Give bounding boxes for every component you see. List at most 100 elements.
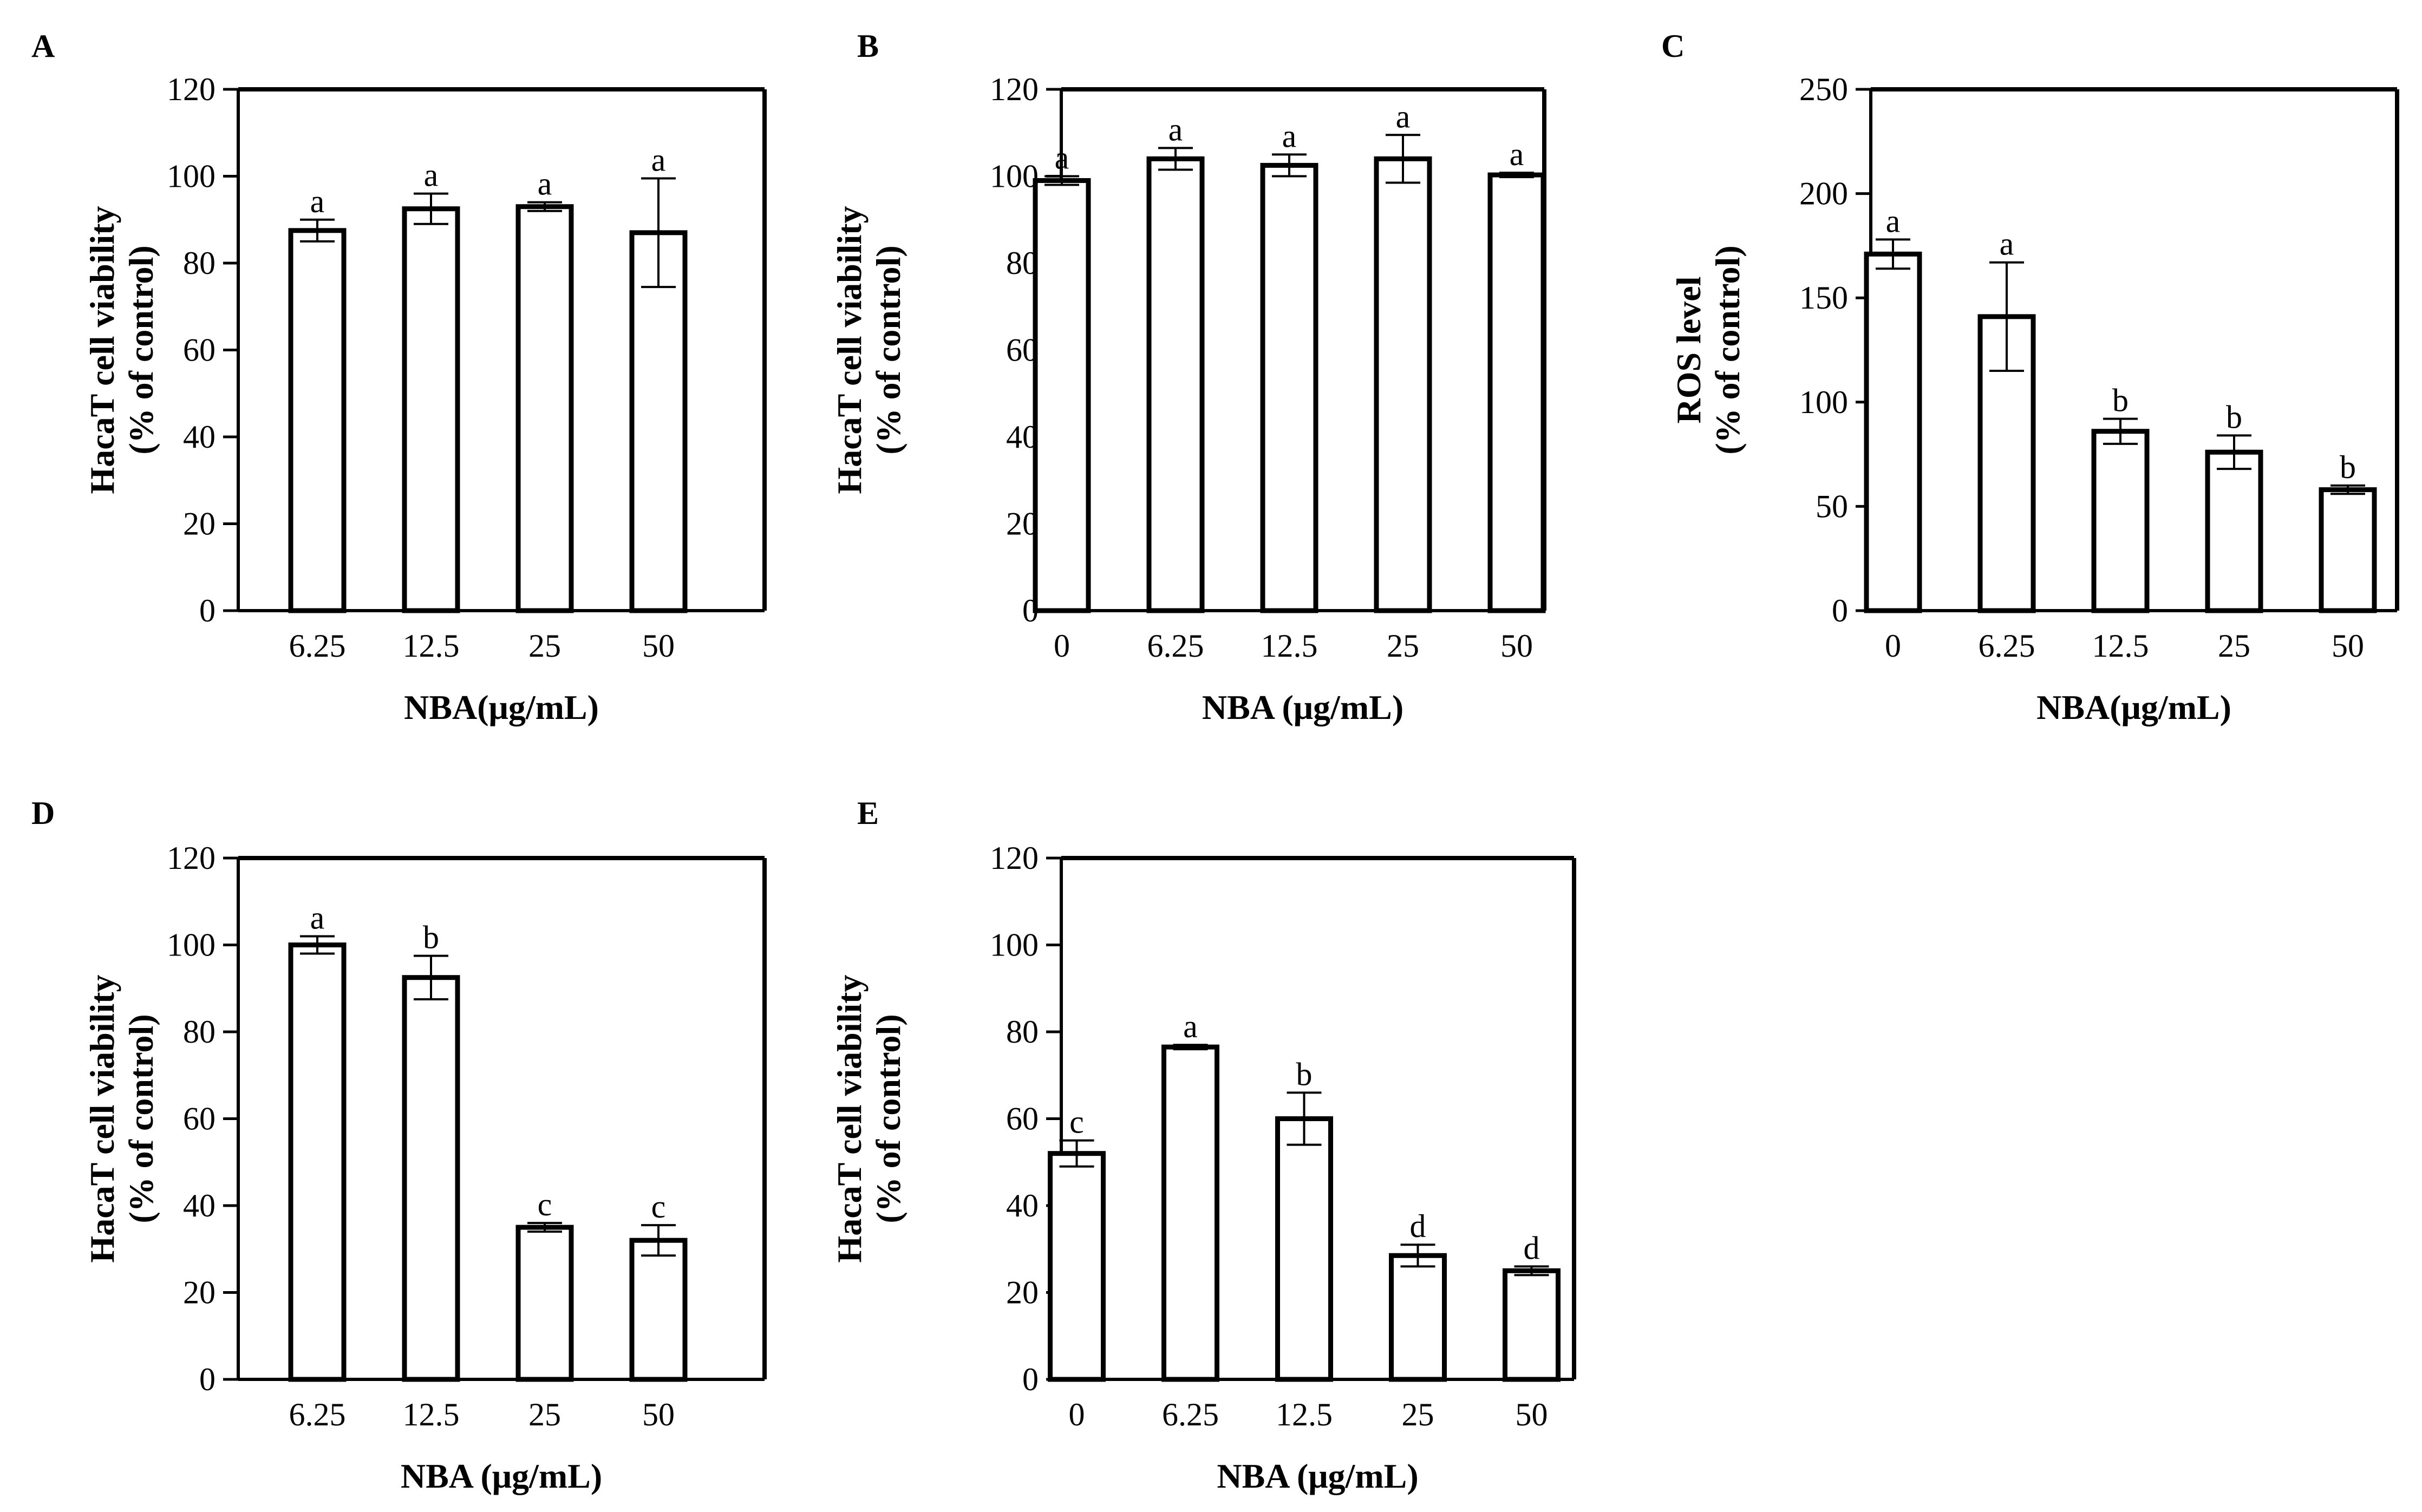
significance-label: a (651, 142, 666, 178)
y-tick-label: 150 (1799, 280, 1848, 316)
panel-c: C 0 50 100 150 200 250 a 0 a 6.25 b 12.5 b 25 b 50 NBA(μg… (1661, 28, 2399, 726)
y-tick-label: 100 (167, 927, 216, 963)
y-axis-label-line: ROS level (1669, 277, 1708, 424)
y-axis-label: ROS level(% of control) (1669, 245, 1747, 454)
bar-e-3 (1389, 1253, 1447, 1382)
y-tick-label: 60 (183, 332, 216, 368)
bar-c-2 (2091, 429, 2150, 613)
bar-c-3 (2205, 449, 2263, 613)
panel-label-b: B (857, 28, 879, 64)
panel-label-a: A (31, 28, 55, 64)
x-tick-label: 0 (1054, 628, 1070, 664)
bar-b-0 (1033, 178, 1091, 613)
bar-e-0 (1048, 1151, 1106, 1382)
y-axis-label-line: (% of control) (869, 245, 908, 454)
x-axis-label: NBA (μg/mL) (1202, 688, 1403, 726)
x-tick-label: 0 (1069, 1397, 1085, 1432)
bar-c-0 (1864, 251, 1922, 613)
bar-e-1 (1161, 1044, 1219, 1382)
x-tick-label: 50 (1516, 1397, 1548, 1432)
y-tick-label: 120 (990, 840, 1039, 876)
x-tick-label: 50 (642, 1397, 675, 1432)
y-tick-label: 20 (183, 506, 216, 542)
x-tick-label: 50 (642, 628, 675, 664)
y-axis-label: HacaT cell viability(% of control) (830, 974, 908, 1262)
bar-a-2 (515, 204, 574, 613)
significance-label: c (538, 1187, 552, 1222)
significance-label: a (2000, 226, 2014, 262)
y-tick-label: 250 (1799, 71, 1848, 107)
x-tick-label: 6.25 (1162, 1397, 1219, 1432)
significance-label: a (1183, 1009, 1198, 1044)
y-tick-label: 60 (183, 1101, 216, 1137)
y-tick-label: 120 (167, 840, 216, 876)
y-tick-label: 20 (1006, 1275, 1039, 1311)
y-tick-label: 100 (1799, 384, 1848, 420)
x-tick-label: 50 (1500, 628, 1533, 664)
x-tick-label: 6.25 (1147, 628, 1204, 664)
x-axis-label: NBA(μg/mL) (2036, 688, 2231, 726)
y-tick-label: 40 (1006, 1188, 1039, 1223)
significance-label: a (538, 166, 552, 202)
y-tick-label: 40 (183, 419, 216, 455)
bar-a-1 (402, 206, 460, 613)
y-axis-label-line: HacaT cell viability (830, 206, 869, 494)
y-tick-label: 120 (167, 71, 216, 107)
bar-e-4 (1503, 1268, 1561, 1382)
y-axis-label: HacaT cell viability(% of control) (83, 974, 160, 1262)
y-tick-label: 60 (1006, 1101, 1039, 1137)
significance-label: b (2112, 383, 2129, 418)
y-tick-label: 0 (1022, 1362, 1039, 1397)
panel-d: D 0 20 40 60 80 100 120 a 6.25 b 12.5 c 25 c 50 NBA (μg/… (31, 795, 767, 1495)
bar-d-1 (402, 975, 460, 1382)
x-tick-label: 25 (1402, 1397, 1434, 1432)
significance-label: d (1524, 1230, 1540, 1266)
y-tick-label: 100 (167, 159, 216, 194)
bar-a-0 (288, 228, 347, 613)
significance-label: a (424, 158, 439, 193)
y-tick-label: 80 (1006, 1014, 1039, 1050)
x-tick-label: 6.25 (289, 628, 346, 664)
x-tick-label: 12.5 (403, 628, 460, 664)
y-tick-label: 80 (183, 1014, 216, 1050)
bar-d-3 (629, 1238, 688, 1382)
y-axis-label-line: HacaT cell viability (83, 206, 121, 494)
y-tick-label: 200 (1799, 176, 1848, 212)
y-tick-label: 0 (1832, 593, 1848, 629)
y-tick-label: 0 (199, 593, 216, 629)
significance-label: b (423, 920, 439, 955)
y-axis-label-line: (% of control) (1708, 245, 1747, 454)
y-axis-label: HacaT cell viability(% of control) (83, 206, 160, 494)
significance-label: b (2340, 449, 2356, 485)
significance-label: c (651, 1189, 666, 1225)
x-tick-label: 0 (1885, 628, 1901, 664)
bar-a-3 (629, 230, 688, 613)
y-axis-label-line: HacaT cell viability (83, 974, 121, 1262)
y-axis-label-line: (% of control) (122, 1014, 160, 1223)
significance-label: a (1168, 112, 1183, 147)
y-tick-label: 120 (990, 71, 1039, 107)
significance-label: b (2226, 399, 2242, 435)
y-axis-label-line: (% of control) (869, 1014, 908, 1223)
significance-label: c (1069, 1104, 1084, 1140)
bar-c-4 (2319, 487, 2377, 613)
panel-a: A 0 20 40 60 80 100 120 a 6.25 a 12.5 a 25 a 50 NBA(μg/m… (31, 28, 767, 726)
bar-d-0 (288, 942, 347, 1382)
significance-label: a (310, 900, 325, 935)
x-axis-label: NBA (μg/mL) (401, 1457, 602, 1495)
x-axis-label: NBA(μg/mL) (404, 688, 599, 726)
x-tick-label: 6.25 (289, 1397, 346, 1432)
y-tick-label: 80 (183, 245, 216, 281)
panel-label-d: D (31, 795, 55, 831)
x-tick-label: 25 (528, 1397, 561, 1432)
y-tick-label: 40 (183, 1188, 216, 1223)
y-tick-label: 100 (990, 159, 1039, 194)
y-tick-label: 50 (1816, 488, 1848, 524)
x-tick-label: 12.5 (1276, 1397, 1333, 1432)
y-tick-label: 0 (199, 1362, 216, 1397)
x-axis-label: NBA (μg/mL) (1217, 1457, 1418, 1495)
x-tick-label: 12.5 (1261, 628, 1318, 664)
bar-b-3 (1374, 156, 1432, 613)
bar-b-1 (1146, 156, 1205, 613)
